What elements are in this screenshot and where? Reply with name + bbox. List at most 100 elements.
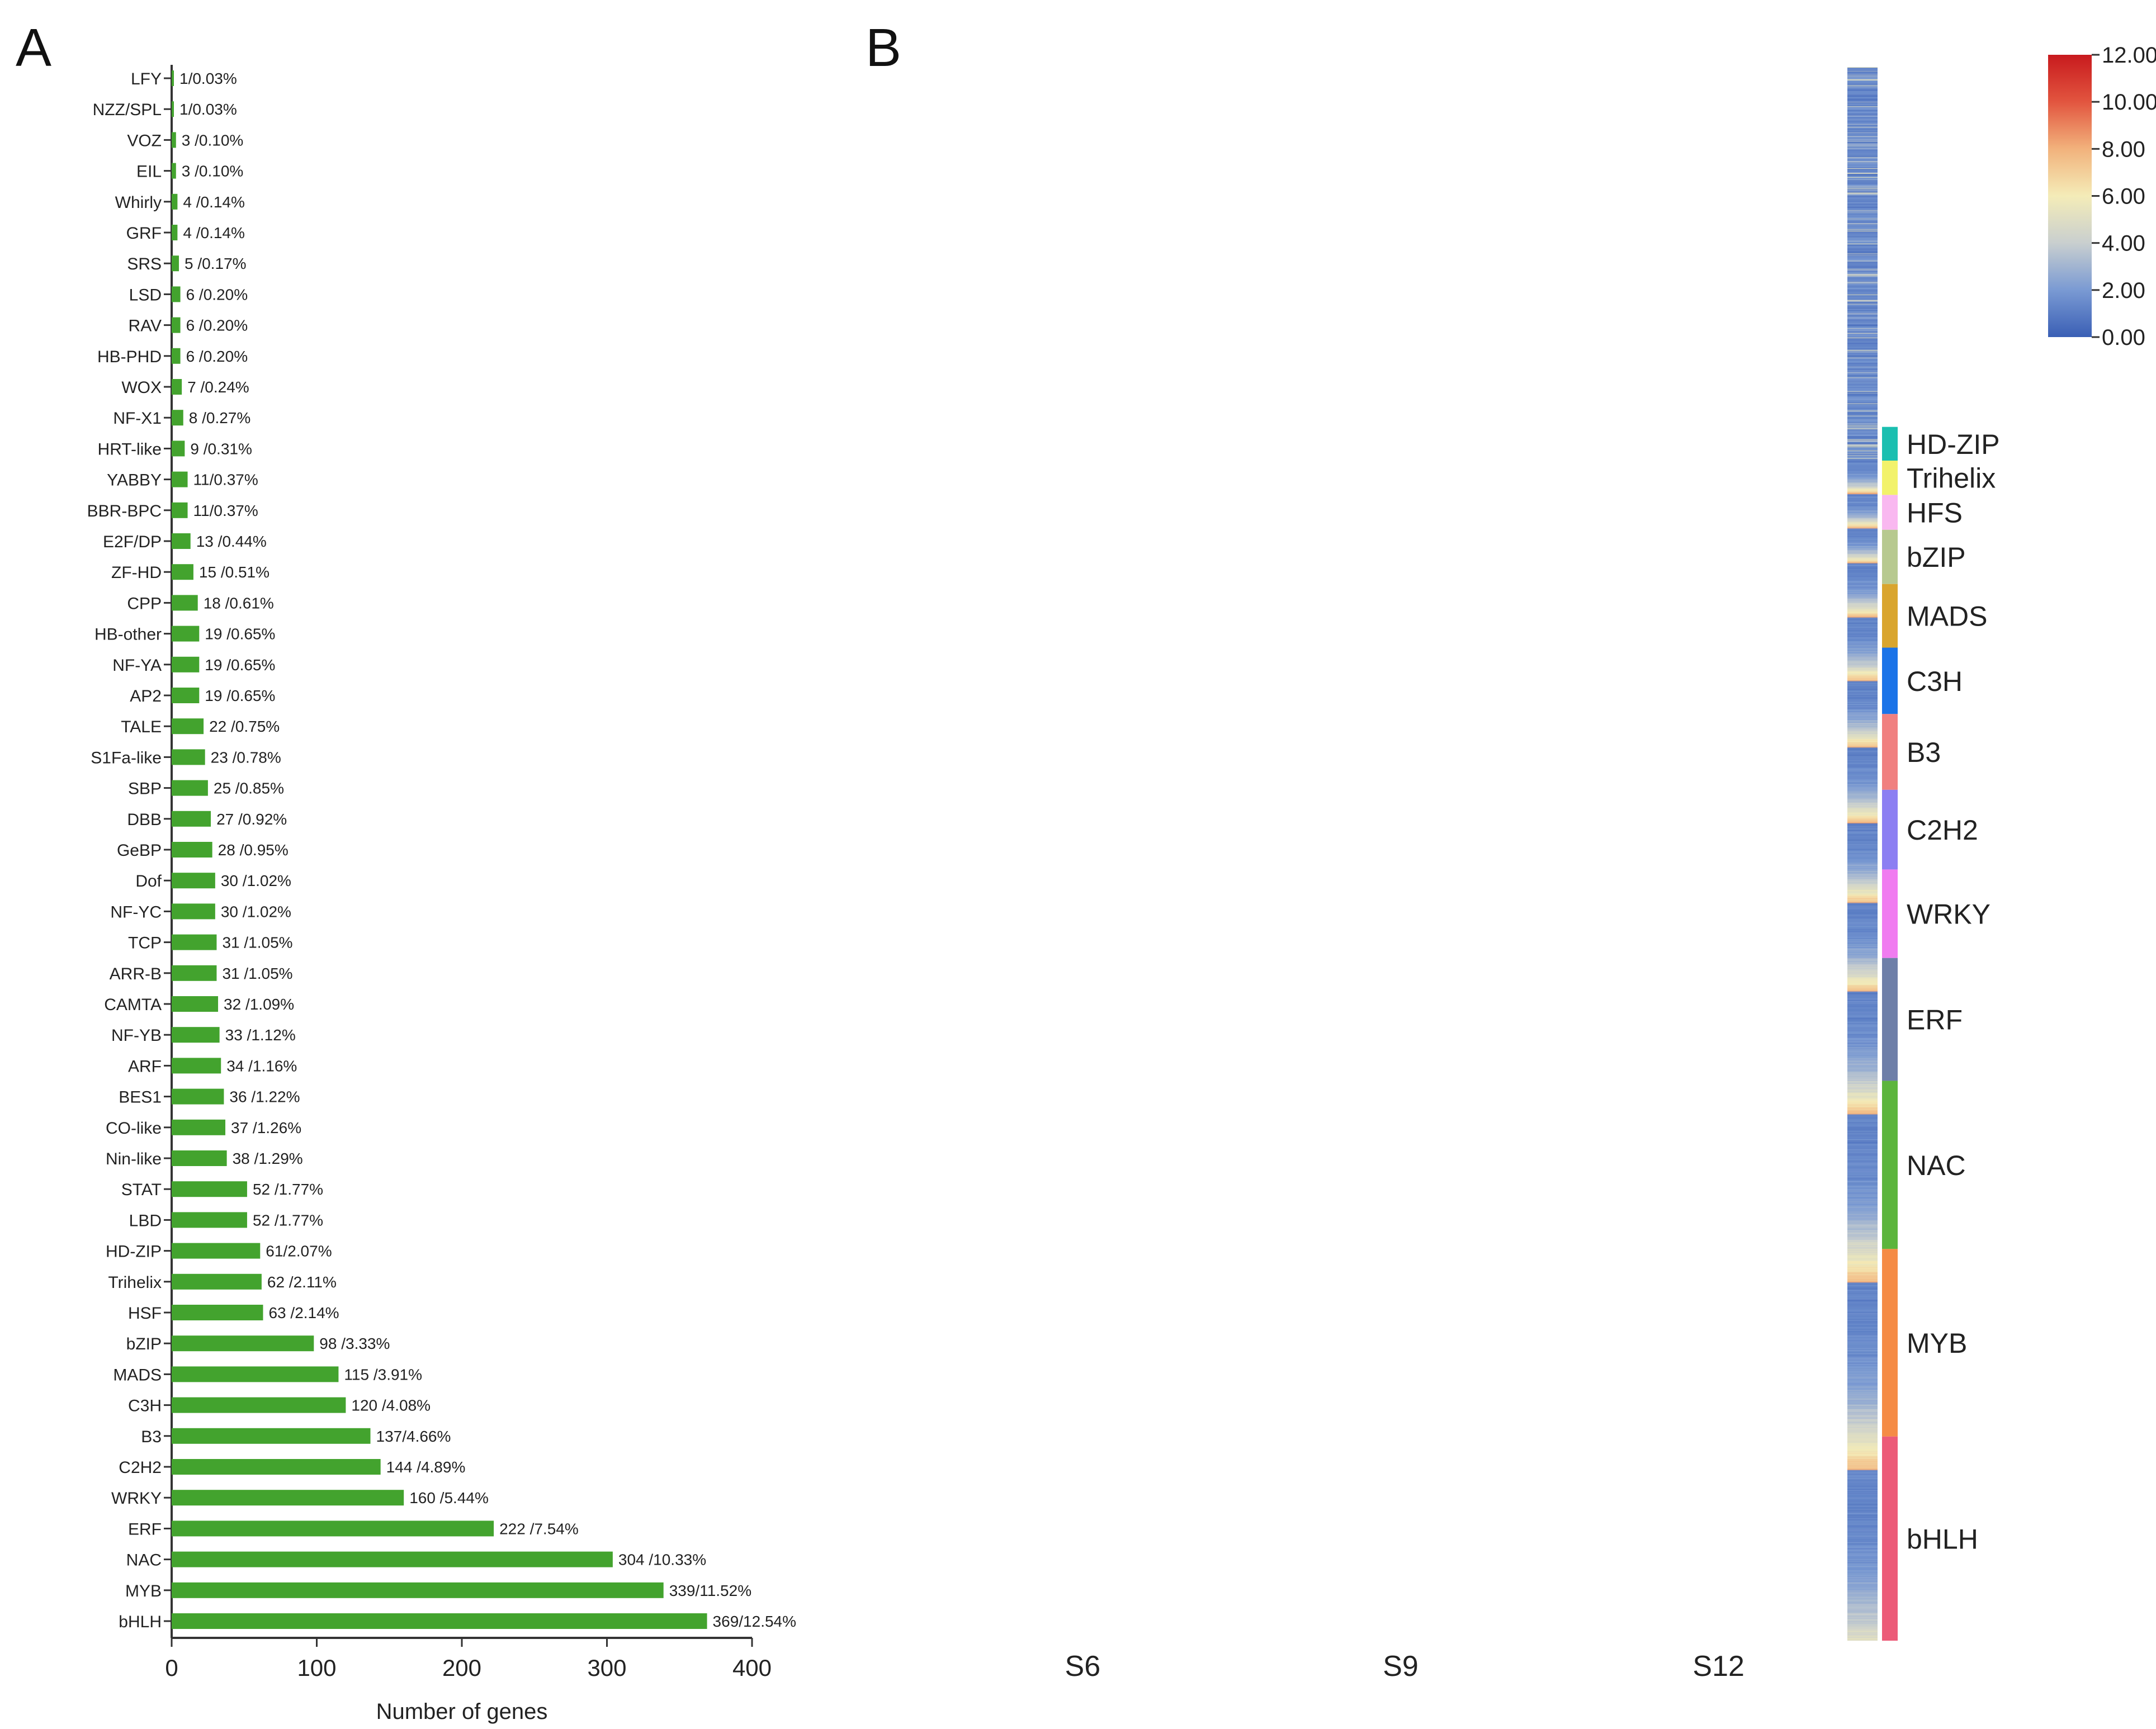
bar-value-label: 304 /10.33% bbox=[618, 1551, 706, 1569]
bar-value-label: 22 /0.75% bbox=[209, 718, 280, 735]
category-label: NF-YC bbox=[110, 903, 162, 921]
category-label: S1Fa-like bbox=[91, 749, 162, 767]
bar-value-label: 4 /0.14% bbox=[183, 224, 245, 241]
bar-value-label: 1/0.03% bbox=[179, 70, 237, 87]
bar bbox=[172, 1027, 220, 1043]
category-label: bHLH bbox=[119, 1613, 162, 1631]
category-label: LBD bbox=[129, 1211, 162, 1230]
bar-value-label: 62 /2.11% bbox=[267, 1273, 337, 1291]
bar bbox=[172, 1273, 262, 1290]
column-label: S6 bbox=[1065, 1650, 1101, 1683]
bar bbox=[172, 317, 181, 333]
bar-value-label: 25 /0.85% bbox=[214, 780, 284, 797]
bar bbox=[172, 1613, 707, 1629]
category-label: CAMTA bbox=[104, 996, 162, 1014]
category-label: CO-like bbox=[106, 1119, 162, 1138]
bar-value-label: 61/2.07% bbox=[266, 1243, 332, 1260]
category-label: ARR-B bbox=[110, 965, 162, 983]
category-label: HB-other bbox=[94, 626, 162, 644]
bar-chart: LFY 1/0.03% NZZ/SPL 1/0.03% VOZ 3 /0.10% EIL 3 … bbox=[87, 65, 796, 1724]
color-scale-legend: 0.00 2.00 4.00 6.00 8.00 10.00 12.00 bbox=[2048, 43, 2156, 350]
group-label: WRKY bbox=[1907, 899, 1990, 930]
column-label: S9 bbox=[1383, 1650, 1419, 1683]
bar bbox=[172, 379, 182, 395]
bar bbox=[172, 1582, 664, 1598]
category-label: RAV bbox=[129, 317, 162, 335]
bar-value-label: 18 /0.61% bbox=[204, 594, 274, 612]
bar bbox=[172, 1119, 226, 1135]
bar-value-label: 32 /1.09% bbox=[224, 996, 294, 1013]
bar bbox=[172, 502, 188, 518]
bar bbox=[172, 1428, 371, 1444]
color-scale-tick-label: 10.00 bbox=[2102, 90, 2156, 115]
bar bbox=[172, 1150, 227, 1166]
category-label: Dof bbox=[135, 872, 162, 890]
category-label: WOX bbox=[121, 378, 162, 397]
category-label: YABBY bbox=[107, 471, 162, 490]
bar-value-label: 19 /0.65% bbox=[205, 626, 275, 643]
bar-value-label: 120 /4.08% bbox=[351, 1397, 431, 1414]
bar bbox=[172, 996, 219, 1012]
panel-a-label: A bbox=[16, 18, 51, 78]
bar bbox=[172, 70, 174, 86]
bar bbox=[172, 1397, 346, 1413]
category-label: GeBP bbox=[117, 841, 162, 860]
category-label: HSF bbox=[128, 1304, 162, 1323]
bar-value-label: 27 /0.92% bbox=[216, 811, 287, 828]
color-scale-tick-label: 8.00 bbox=[2102, 137, 2145, 162]
bar-value-label: 6 /0.20% bbox=[186, 286, 248, 303]
x-tick-label: 300 bbox=[587, 1655, 626, 1681]
category-label: Nin-like bbox=[106, 1150, 162, 1168]
column-label: S12 bbox=[1692, 1650, 1744, 1683]
x-tick-label: 0 bbox=[165, 1655, 178, 1681]
bar-value-label: 6 /0.20% bbox=[186, 317, 248, 334]
bar bbox=[172, 1366, 339, 1382]
bar-value-label: 5 /0.17% bbox=[185, 255, 247, 272]
group-color-bar bbox=[1882, 495, 1898, 530]
bars: LFY 1/0.03% NZZ/SPL 1/0.03% VOZ 3 /0.10% EIL 3 … bbox=[87, 70, 796, 1631]
bar bbox=[172, 1305, 263, 1320]
bar bbox=[172, 965, 217, 981]
group-label: MADS bbox=[1907, 601, 1987, 632]
x-tick-label: 400 bbox=[732, 1655, 772, 1681]
bar-value-label: 34 /1.16% bbox=[226, 1057, 297, 1074]
group-label: HD-ZIP bbox=[1907, 429, 2000, 460]
bar bbox=[172, 1243, 261, 1259]
bar bbox=[172, 1088, 224, 1105]
bar bbox=[172, 1490, 404, 1506]
category-label: SBP bbox=[128, 780, 162, 798]
bar bbox=[172, 626, 200, 642]
bar bbox=[172, 595, 198, 611]
x-tick-label: 100 bbox=[297, 1655, 336, 1681]
bar bbox=[172, 1520, 494, 1537]
category-label: SRS bbox=[127, 255, 162, 273]
bar-value-label: 1/0.03% bbox=[179, 101, 237, 118]
group-color-bar bbox=[1882, 714, 1898, 790]
color-scale-tick-label: 2.00 bbox=[2102, 278, 2145, 303]
category-label: NAC bbox=[126, 1551, 162, 1570]
group-label: C2H2 bbox=[1907, 814, 1978, 846]
color-scale-tick-label: 12.00 bbox=[2102, 43, 2156, 68]
group-color-bar bbox=[1882, 529, 1898, 584]
bar bbox=[172, 286, 181, 302]
category-label: bZIP bbox=[126, 1335, 162, 1353]
group-label: bHLH bbox=[1907, 1523, 1978, 1555]
category-label: HRT-like bbox=[98, 440, 162, 458]
color-scale-tick-label: 6.00 bbox=[2102, 184, 2145, 209]
bar-value-label: 6 /0.20% bbox=[186, 348, 248, 365]
bar-value-label: 23 /0.78% bbox=[211, 749, 281, 766]
bar-value-label: 28 /0.95% bbox=[218, 841, 289, 859]
group-label: Trihelix bbox=[1907, 463, 1996, 494]
bar bbox=[172, 163, 176, 179]
group-label: ERF bbox=[1907, 1005, 1963, 1036]
color-scale-tick-label: 0.00 bbox=[2102, 325, 2145, 350]
bar-value-label: 11/0.37% bbox=[193, 471, 258, 489]
color-scale-tick-label: 4.00 bbox=[2102, 231, 2145, 256]
panel-b-label: B bbox=[866, 18, 901, 78]
bar-value-label: 63 /2.14% bbox=[268, 1304, 339, 1321]
bar bbox=[172, 1212, 247, 1228]
group-color-bar bbox=[1882, 584, 1898, 648]
bar-value-label: 222 /7.54% bbox=[499, 1520, 579, 1537]
